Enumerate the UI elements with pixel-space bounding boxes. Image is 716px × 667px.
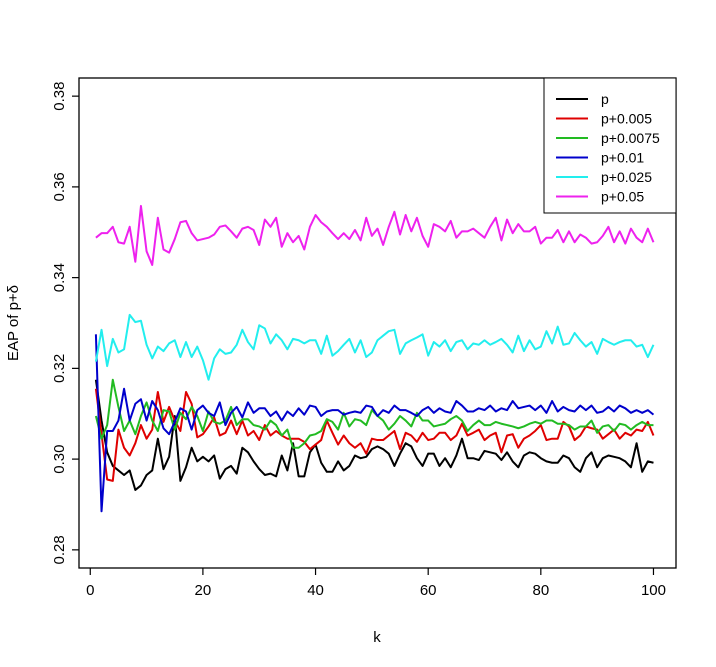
- y-tick-label: 0.32: [51, 354, 68, 383]
- series-layer: [94, 204, 655, 513]
- series-line-0: [94, 379, 654, 491]
- series-line-3: [94, 334, 655, 513]
- series-line-4: [94, 313, 655, 381]
- legend-box: [543, 77, 677, 214]
- series-line-5: [95, 204, 655, 266]
- x-axis: 0 20 40 60 80 100: [86, 568, 666, 599]
- x-tick-label: 80: [532, 582, 549, 599]
- legend-label-1: p+0.005: [601, 111, 652, 127]
- y-tick-label: 0.36: [51, 172, 68, 201]
- legend-label-5: p+0.05: [601, 189, 644, 205]
- legend-label-4: p+0.025: [601, 169, 652, 185]
- x-axis-title: k: [373, 629, 381, 646]
- y-axis-title: EAP of p+δ: [5, 285, 22, 361]
- y-tick-label: 0.38: [51, 82, 68, 111]
- x-tick-label: 0: [86, 582, 94, 599]
- y-axis: 0.28 0.30 0.32 0.34 0.36 0.38: [51, 82, 79, 564]
- y-tick-label: 0.34: [51, 263, 68, 292]
- legend-label-2: p+0.0075: [601, 130, 660, 146]
- legend: p p+0.005 p+0.0075 p+0.01 p+0.025 p+0.05: [543, 77, 677, 214]
- y-tick-label: 0.28: [51, 535, 68, 564]
- legend-label-0: p: [601, 91, 609, 107]
- y-tick-label: 0.30: [51, 445, 68, 474]
- legend-label-3: p+0.01: [601, 150, 644, 166]
- series-line-2: [94, 378, 654, 449]
- x-tick-label: 20: [195, 582, 212, 599]
- plot-frame: [78, 77, 677, 569]
- series-line-1: [94, 388, 655, 482]
- x-tick-label: 40: [307, 582, 324, 599]
- x-tick-label: 60: [420, 582, 437, 599]
- x-tick-label: 100: [641, 582, 666, 599]
